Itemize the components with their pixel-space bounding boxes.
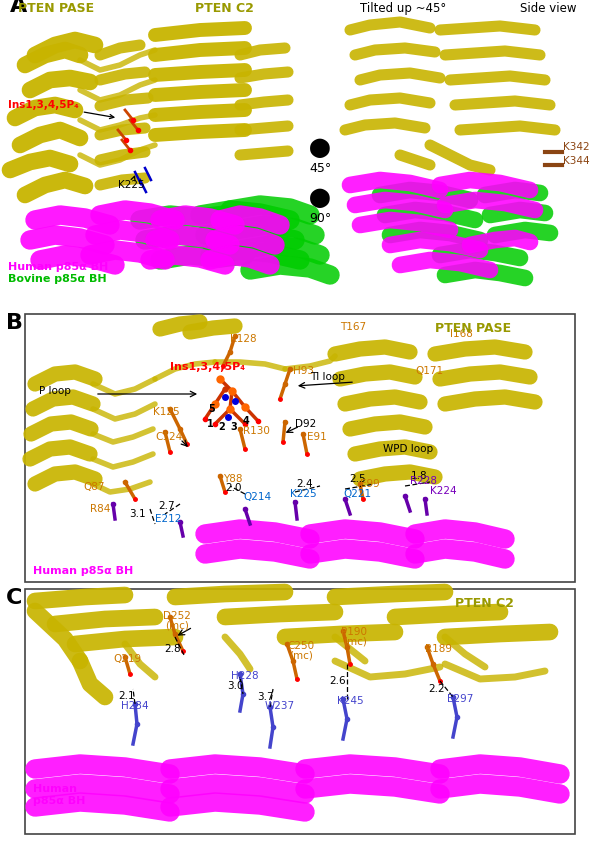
- Text: C124: C124: [155, 432, 182, 442]
- Text: Q219: Q219: [113, 654, 141, 664]
- Text: Q171: Q171: [415, 366, 443, 376]
- Text: (mc): (mc): [165, 621, 189, 631]
- Text: Bovine p85α BH: Bovine p85α BH: [8, 274, 107, 284]
- Text: D92: D92: [295, 419, 316, 429]
- Text: D252: D252: [163, 611, 191, 621]
- Text: 2.4: 2.4: [296, 479, 313, 489]
- Text: I168: I168: [450, 329, 473, 339]
- Text: 3.7: 3.7: [257, 692, 274, 702]
- Text: H93: H93: [293, 366, 314, 376]
- Text: R84: R84: [90, 504, 110, 514]
- Text: K342: K342: [563, 142, 590, 152]
- Text: PTEN PASE: PTEN PASE: [18, 2, 94, 15]
- Text: (mc): (mc): [343, 637, 367, 647]
- Text: ⬤: ⬤: [309, 189, 331, 207]
- Text: Ins1,3,4,5P₄: Ins1,3,4,5P₄: [8, 100, 114, 118]
- Text: E212: E212: [155, 514, 181, 524]
- Text: R130: R130: [243, 426, 270, 436]
- Text: 4: 4: [242, 416, 250, 426]
- Text: K125: K125: [153, 407, 179, 417]
- Text: 1.8: 1.8: [410, 471, 427, 481]
- Text: K224: K224: [430, 486, 457, 496]
- Text: 2.2: 2.2: [428, 684, 445, 694]
- Text: Human p85α BH: Human p85α BH: [33, 566, 133, 576]
- Text: K225: K225: [290, 489, 317, 499]
- Text: WPD loop: WPD loop: [383, 444, 433, 454]
- Text: K344: K344: [563, 156, 590, 166]
- Text: K245: K245: [337, 696, 364, 706]
- Text: 2.6: 2.6: [329, 676, 346, 686]
- Text: E91: E91: [307, 432, 327, 442]
- Text: PTEN C2: PTEN C2: [455, 597, 514, 610]
- Text: 45°: 45°: [309, 162, 331, 174]
- Text: W237: W237: [265, 701, 295, 711]
- Text: 3.0: 3.0: [227, 681, 243, 691]
- Text: Q214: Q214: [243, 492, 271, 502]
- Text: E297: E297: [447, 694, 473, 704]
- Text: R228: R228: [410, 476, 437, 486]
- Text: K225: K225: [118, 176, 145, 190]
- Bar: [25, 589, 575, 834]
- Text: 2.5: 2.5: [350, 474, 367, 484]
- Text: PTEN PASE: PTEN PASE: [435, 322, 511, 335]
- Text: E99: E99: [360, 479, 380, 489]
- Text: ⬤: ⬤: [309, 138, 331, 157]
- Text: PTEN C2: PTEN C2: [195, 2, 254, 15]
- Text: (mc): (mc): [289, 651, 313, 661]
- Text: Human p85α BH: Human p85α BH: [8, 262, 108, 272]
- Text: C250: C250: [287, 641, 314, 651]
- Text: Tilted up ~45°: Tilted up ~45°: [360, 2, 446, 15]
- Text: Side view: Side view: [520, 2, 577, 15]
- Text: B: B: [6, 313, 23, 333]
- Text: T167: T167: [340, 322, 366, 332]
- Text: H234: H234: [121, 701, 149, 711]
- Text: 2.7: 2.7: [158, 501, 175, 511]
- Text: 2.0: 2.0: [225, 483, 241, 493]
- Text: Q87: Q87: [83, 482, 104, 492]
- Text: R189: R189: [425, 644, 452, 654]
- Text: 90°: 90°: [309, 212, 331, 224]
- Text: 2.1: 2.1: [119, 691, 136, 701]
- Text: p85α BH: p85α BH: [33, 796, 85, 806]
- Text: TI loop: TI loop: [310, 372, 345, 382]
- Text: Q221: Q221: [343, 489, 371, 499]
- Text: 2.8: 2.8: [164, 644, 181, 654]
- Bar: [25, 314, 575, 582]
- Text: Ins1,3,4,5P₄: Ins1,3,4,5P₄: [170, 362, 245, 372]
- Text: A: A: [10, 0, 27, 16]
- Text: 2: 2: [218, 422, 226, 432]
- Text: K128: K128: [230, 334, 257, 344]
- Text: H228: H228: [231, 671, 259, 681]
- Text: 3: 3: [230, 422, 238, 432]
- Text: Y88: Y88: [223, 474, 242, 484]
- Text: 3.1: 3.1: [128, 509, 145, 519]
- Text: 1: 1: [206, 419, 214, 429]
- Text: P190: P190: [341, 627, 367, 637]
- Text: Human: Human: [33, 784, 77, 794]
- Text: C: C: [6, 588, 22, 608]
- Text: P loop: P loop: [39, 386, 71, 396]
- Text: 5: 5: [209, 404, 215, 414]
